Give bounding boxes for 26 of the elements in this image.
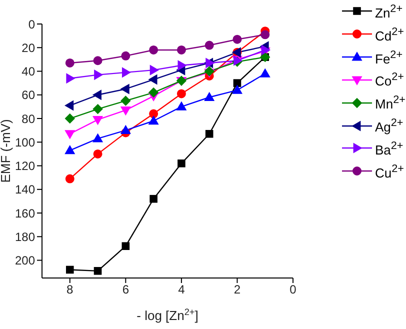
x-axis-title: - log [Zn$^{2+}$] bbox=[136, 307, 198, 323]
y-tick-label: 40 bbox=[22, 64, 36, 79]
y-tick-label: 0 bbox=[28, 17, 36, 32]
y-tick-label: 60 bbox=[22, 88, 36, 102]
legend-label: Mn$^{2+}$ bbox=[375, 93, 406, 114]
x-tick-label: 8 bbox=[66, 282, 74, 297]
legend-label: Co$^{2+}$ bbox=[375, 70, 404, 91]
legend-label: Fe$^{2+}$ bbox=[375, 48, 403, 68]
y-tick-label: 180 bbox=[14, 230, 36, 244]
x-tick-label: 2 bbox=[234, 282, 241, 297]
legend-label: Ag$^{2+}$ bbox=[375, 116, 404, 136]
y-tick-label: 20 bbox=[22, 40, 36, 55]
y-tick-label: 100 bbox=[14, 135, 36, 150]
legend-label: Cd$^{2+}$ bbox=[375, 24, 404, 46]
x-tick-label: 0 bbox=[290, 282, 297, 297]
x-tick-label: 6 bbox=[122, 282, 130, 297]
legend-label: Zn$^{2+}$ bbox=[375, 2, 403, 22]
x-tick-label: 4 bbox=[178, 282, 186, 297]
y-tick-label: 140 bbox=[14, 182, 36, 197]
y-tick-label: 120 bbox=[14, 159, 36, 174]
y-tick-label: 200 bbox=[14, 254, 36, 268]
legend-label: Cu$^{2+}$ bbox=[375, 162, 404, 182]
y-tick-label: 80 bbox=[22, 112, 36, 126]
y-axis-title: EMF (-mV) bbox=[0, 119, 13, 183]
y-tick-label: 160 bbox=[14, 206, 36, 220]
legend-label: Ba$^{2+}$ bbox=[375, 138, 404, 160]
